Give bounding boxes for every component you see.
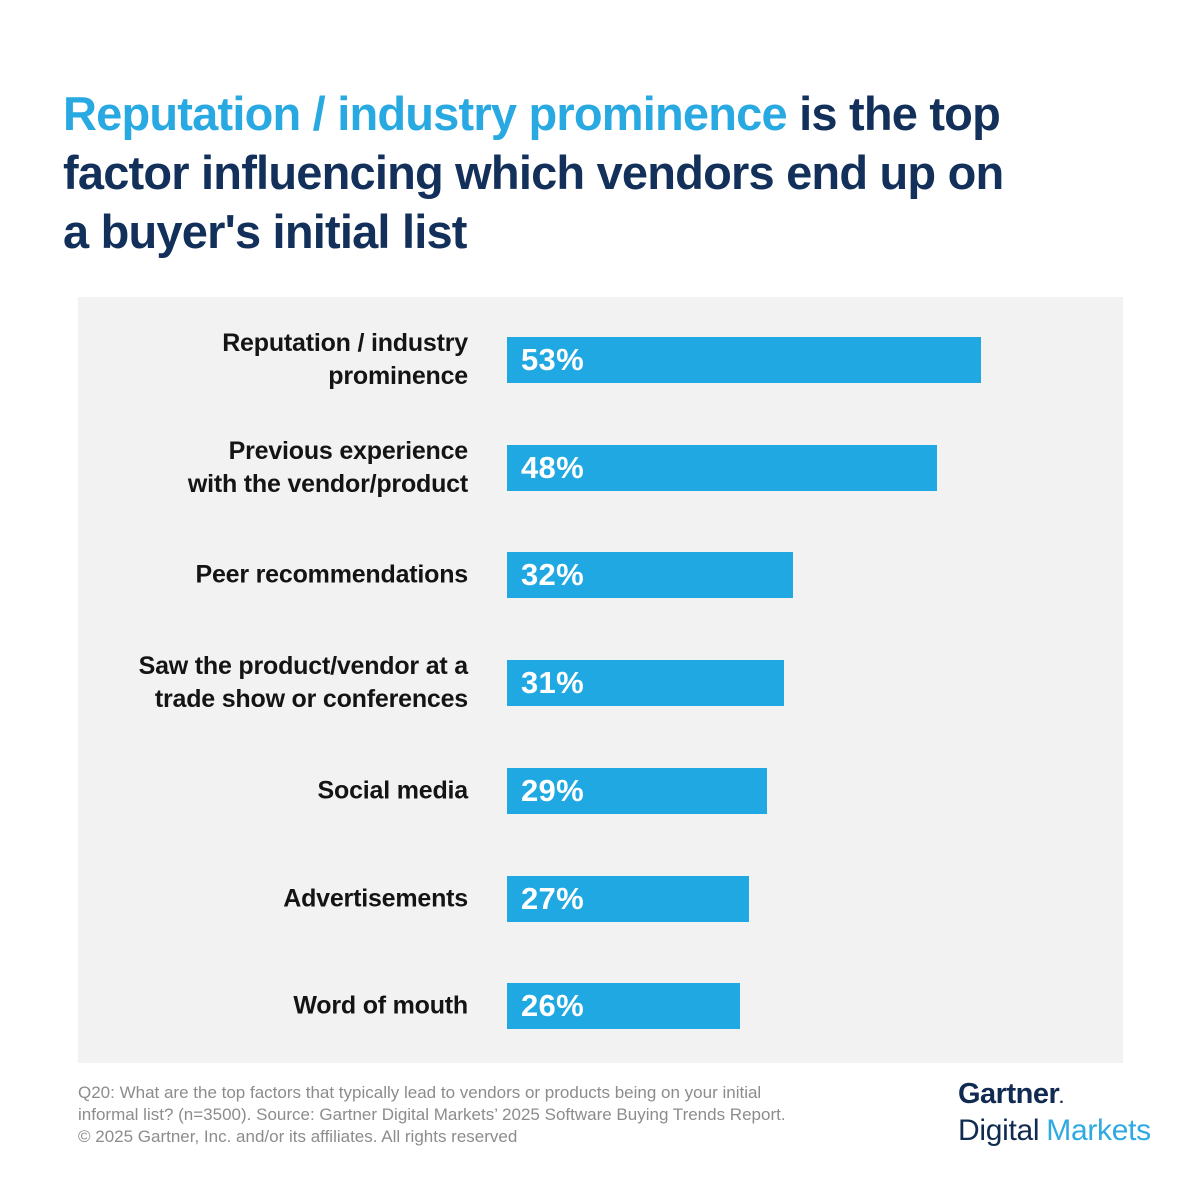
title-rest-line1: is the top [786,87,1001,140]
value-label: 53% [521,342,584,377]
page-title: Reputation / industry prominence is the … [63,84,1004,261]
bar: 31% [507,660,784,706]
footnote: Q20: What are the top factors that typic… [78,1082,786,1148]
logo-digital-markets: Digital Markets [958,1115,1151,1147]
bar-row: Previous experience with the vendor/produ… [78,437,1123,498]
logo-gartner-text: Gartner [958,1078,1060,1110]
bar: 27% [507,876,749,922]
bar-row: Peer recommendations 32% [78,552,1123,598]
logo-markets-text: Markets [1046,1114,1151,1147]
category-label: Reputation / industry prominence [222,329,468,390]
category-label: Advertisements [283,884,468,913]
footnote-line1: Q20: What are the top factors that typic… [78,1083,762,1102]
category-label: Word of mouth [293,991,468,1020]
value-label: 27% [521,881,584,916]
bar: 29% [507,768,767,814]
footnote-line3: © 2025 Gartner, Inc. and/or its affiliat… [78,1127,518,1146]
bar: 26% [507,983,740,1029]
bar-chart: Reputation / industry prominence 53% Previo… [78,297,1123,1063]
logo-digital-text: Digital [958,1114,1040,1147]
footnote-line2: informal list? (n=3500). Source: Gartner… [78,1105,786,1124]
bar-row: Social media 29% [78,768,1123,814]
logo-trademark-dot: . [1059,1090,1064,1107]
bar-row: Reputation / industry prominence 53% [78,329,1123,390]
bar: 48% [507,445,937,491]
value-label: 48% [521,450,584,485]
value-label: 29% [521,773,584,808]
category-label: Social media [317,776,469,805]
logo-gartner-wordmark: Gartner. [958,1079,1151,1114]
value-label: 31% [521,665,584,700]
category-label: Saw the product/vendor at a trade show or… [138,652,469,713]
value-label: 32% [521,557,584,592]
title-accent: Reputation / industry prominence [63,87,788,140]
bar: 53% [507,337,981,383]
title-line2: factor influencing which vendors end up … [63,146,1004,199]
bar-row: Advertisements 27% [78,876,1123,922]
category-label: Previous experience with the vendor/produ… [187,437,468,498]
bar-row: Saw the product/vendor at a trade show or… [78,652,1123,713]
bar-row: Word of mouth 26% [78,983,1123,1029]
bar: 32% [507,552,793,598]
gartner-digital-markets-logo: Gartner. Digital Markets [958,1079,1151,1147]
category-label: Peer recommendations [195,560,469,589]
title-line3: a buyer's initial list [63,205,467,258]
value-label: 26% [521,988,584,1023]
